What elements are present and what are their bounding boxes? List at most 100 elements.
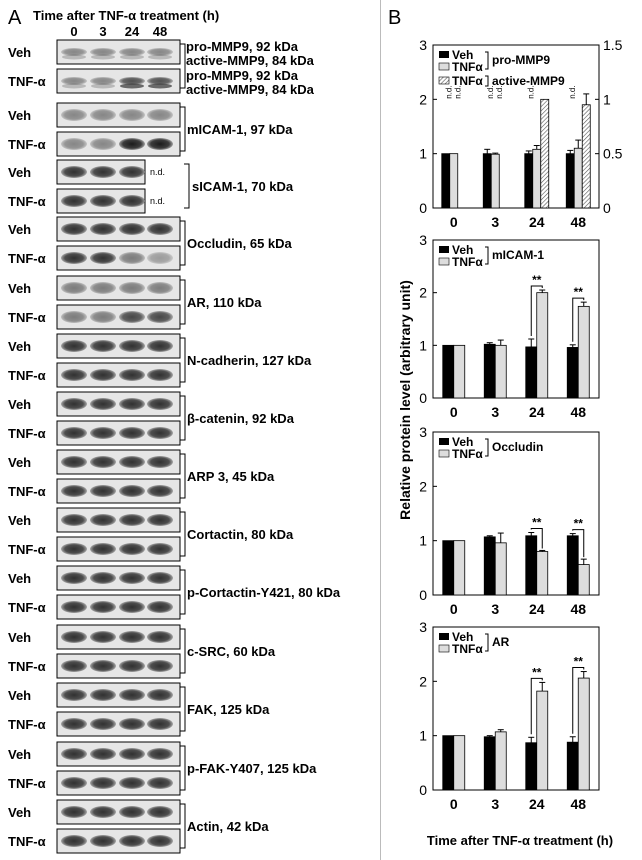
bar-tnf [573,147,583,209]
plot-frame [432,626,600,791]
x-tick-label: 0 [450,601,458,617]
blot-label: pro-MMP9, 92 kDa [186,68,299,83]
x-tick-label: 24 [529,601,545,617]
bar-tnf [577,305,590,399]
row-label-veh: Veh [8,630,31,645]
lane-label: 24 [125,24,140,39]
row-label-tnf: TNF-α [8,834,46,849]
bar-veh [482,153,492,209]
blot-band [90,689,116,701]
row-label-tnf: TNF-α [8,542,46,557]
bar-veh [483,536,496,596]
blot-label: Occludin, 65 kDa [187,236,293,251]
row-label-tnf: TNF-α [8,484,46,499]
blot-band [119,806,145,818]
chart-panel: B Relative protein level (arbitrary unit… [380,0,623,860]
sig-marker: ** [574,285,584,299]
row-label-veh: Veh [8,455,31,470]
blot-band [147,77,173,85]
blot-band [147,631,173,643]
y-tick-label: 1 [419,533,427,549]
blot-band [90,660,116,672]
blot-label: ARP 3, 45 kDa [187,469,275,484]
legend-swatch-tnf [438,644,450,653]
y-tick-label: 1 [419,146,427,162]
blot-band [119,166,145,178]
legend-group-label: Occludin [492,440,543,454]
bar-tnf [453,540,466,596]
blot-band [147,514,173,526]
nd-label: n.d. [527,85,536,98]
bar-veh [566,347,579,399]
blot-band [90,514,116,526]
blot-band [90,77,116,85]
row-label-tnf: TNF-α [8,776,46,791]
blot-band [90,631,116,643]
blot-band [90,572,116,584]
blot-band [61,369,87,381]
blot-band [148,54,172,60]
legend-swatch-veh [439,438,449,445]
y-tick-label: 0 [419,587,427,603]
plot-frame [432,239,600,399]
blot-label: N-cadherin, 127 kDa [187,353,312,368]
blot-band [90,340,116,352]
bar-veh [565,153,575,209]
blot-label: active-MMP9, 84 kDa [186,53,315,68]
blot-label: c-SRC, 60 kDa [187,644,276,659]
row-label-veh: Veh [8,397,31,412]
blot-bracket [180,569,186,615]
blot-band [147,660,173,672]
blot-band [61,660,87,672]
lane-label: 48 [153,24,167,39]
bar-active-mmp9 [540,98,550,209]
row-label-veh: Veh [8,805,31,820]
x-tick-label: 0 [450,404,458,420]
blot-band [147,369,173,381]
blot-band [90,166,116,178]
blot-band [119,369,145,381]
legend-swatch-tnf [438,62,450,71]
y-tick-label: 3 [419,37,427,53]
blot-band [62,83,86,89]
blot-bracket [180,803,186,849]
blot-band [90,748,116,760]
bar-tnf [449,153,459,209]
blot-band [119,748,145,760]
panel-b-letter: B [388,7,401,29]
legend-bracket [485,246,489,265]
bar-tnf [494,731,507,791]
bar-tnf [532,148,542,209]
row-label-tnf: TNF-α [8,251,46,266]
bar-tnf [536,551,549,596]
blot-band [147,543,173,555]
sig-marker: ** [574,517,584,531]
legend-label-tnf: TNFα [452,447,483,461]
blot-band [147,456,173,468]
blot-band [61,195,87,207]
blot-band [90,282,116,294]
legend-swatch-veh [439,51,449,58]
blot-band [119,631,145,643]
blot-band [90,138,116,150]
blot-band [147,427,173,439]
x-tick-label: 3 [491,601,499,617]
bar-veh [442,735,455,791]
blot-band [147,340,173,352]
row-label-veh: Veh [8,513,31,528]
blot-band [119,427,145,439]
blot-bracket [184,163,190,209]
blot-band [147,138,173,150]
blot-band [120,54,144,60]
legend-swatch-tnf [438,449,450,458]
bar-veh [483,736,496,791]
bar-veh [442,540,455,596]
blot-band [61,252,87,264]
blot-band [147,689,173,701]
sig-bracket [572,529,585,558]
nd-label: n.d. [445,85,454,98]
nd-label: n.d. [495,85,504,98]
blot-band [61,166,87,178]
blot-band [90,223,116,235]
blot-band [90,252,116,264]
